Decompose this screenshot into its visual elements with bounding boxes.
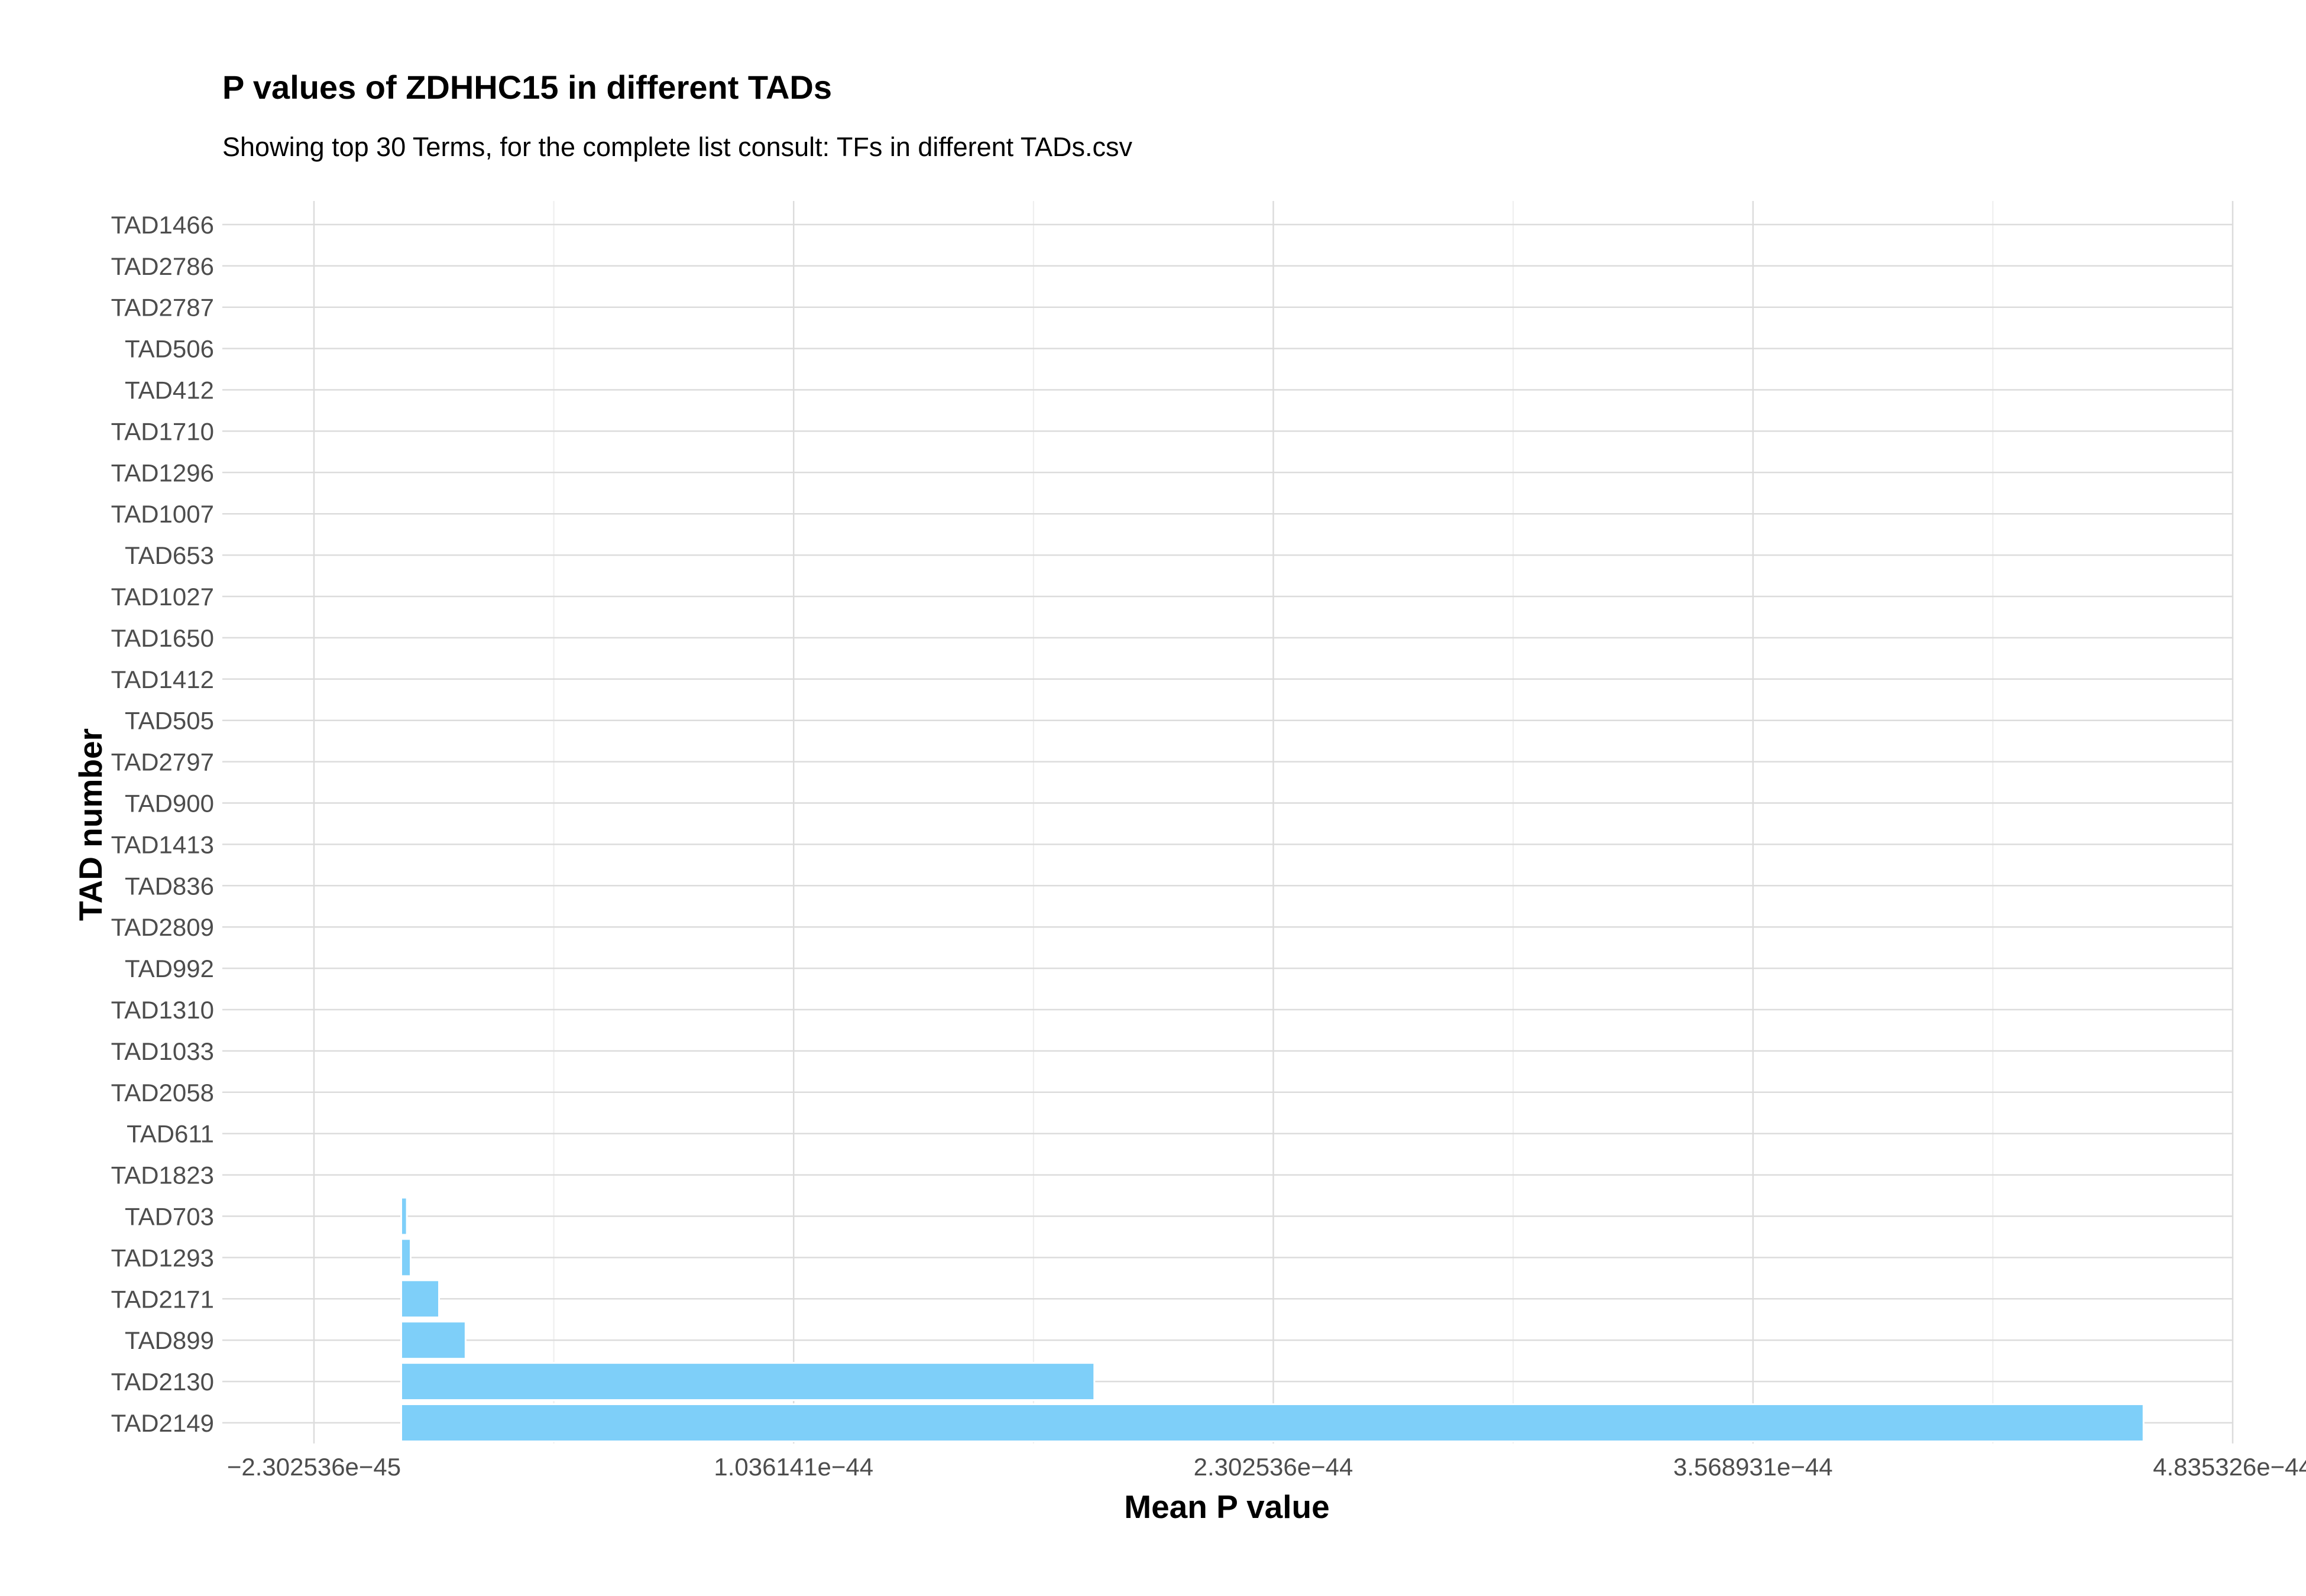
y-tick-label: TAD2130: [111, 1368, 214, 1396]
bar-TAD2171: [400, 1279, 441, 1319]
y-tick-label: TAD900: [125, 790, 214, 818]
chart-subtitle: Showing top 30 Terms, for the complete l…: [222, 132, 1133, 162]
x-tick-labels: −2.302536e−45 1.036141e−44 2.302536e−44 3.5…: [227, 1453, 2306, 1481]
y-tick-label: TAD1033: [111, 1037, 214, 1065]
y-tick-label: TAD1296: [111, 459, 214, 486]
x-tick-label: 1.036141e−44: [714, 1453, 873, 1481]
y-tick-label: TAD506: [125, 335, 214, 363]
y-tick-labels: TAD2149 TAD2130 TAD899 TAD2171 TAD1293 TAD703…: [111, 211, 214, 1437]
y-tick-label: TAD2149: [111, 1409, 214, 1437]
bar-TAD899: [400, 1321, 467, 1360]
y-tick-label: TAD1293: [111, 1244, 214, 1271]
grid-lines: [222, 201, 2234, 1443]
y-tick-label: TAD1650: [111, 624, 214, 652]
x-tick-label: 3.568931e−44: [1673, 1453, 1833, 1481]
bar-TAD1293: [400, 1238, 412, 1277]
y-tick-label: TAD412: [125, 377, 214, 404]
bar-TAD703: [400, 1196, 408, 1236]
x-tick-label: −2.302536e−45: [227, 1453, 401, 1481]
bar-TAD2149: [400, 1403, 2145, 1442]
y-tick-label: TAD992: [125, 955, 214, 982]
bars: [400, 1196, 2145, 1442]
y-tick-label: TAD2786: [111, 252, 214, 280]
y-tick-label: TAD2809: [111, 913, 214, 941]
y-tick-label: TAD1007: [111, 500, 214, 528]
y-tick-label: TAD2171: [111, 1285, 214, 1313]
y-tick-label: TAD2797: [111, 748, 214, 776]
x-tick-label: 4.835326e−44: [2153, 1453, 2306, 1481]
y-tick-label: TAD1412: [111, 666, 214, 693]
chart-title: P values of ZDHHC15 in different TADs: [222, 69, 832, 106]
y-axis-title: TAD number: [72, 728, 109, 921]
y-tick-label: TAD653: [125, 541, 214, 569]
y-tick-label: TAD505: [125, 707, 214, 735]
y-tick-label: TAD1413: [111, 831, 214, 858]
y-tick-label: TAD703: [125, 1203, 214, 1231]
x-axis-title: Mean P value: [1124, 1488, 1329, 1525]
y-tick-label: TAD1310: [111, 996, 214, 1024]
y-tick-label: TAD899: [125, 1326, 214, 1354]
y-tick-label: TAD611: [127, 1120, 214, 1148]
y-tick-label: TAD1823: [111, 1162, 214, 1189]
bar-TAD2130: [400, 1362, 1096, 1402]
y-tick-label: TAD1027: [111, 583, 214, 611]
x-tick-label: 2.302536e−44: [1194, 1453, 1353, 1481]
y-tick-label: TAD1466: [111, 211, 214, 239]
y-tick-label: TAD836: [125, 872, 214, 900]
y-tick-label: TAD2787: [111, 294, 214, 322]
y-tick-label: TAD2058: [111, 1079, 214, 1107]
y-tick-label: TAD1710: [111, 417, 214, 445]
